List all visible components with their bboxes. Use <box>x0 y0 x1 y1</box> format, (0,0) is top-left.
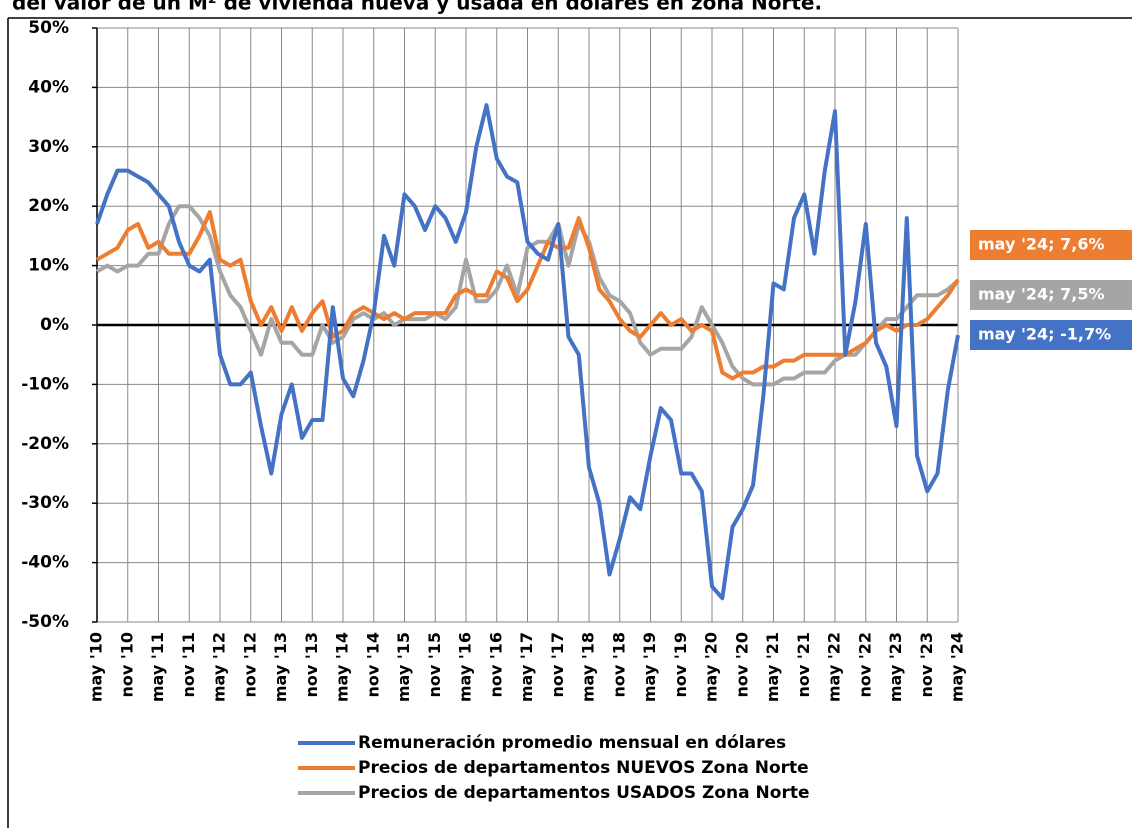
end-label-box <box>970 280 1132 310</box>
x-tick-label: nov '15 <box>425 632 444 698</box>
y-tick-label: 20% <box>28 196 69 216</box>
x-tick-label: may '22 <box>825 632 844 702</box>
y-tick-label: -50% <box>21 612 69 632</box>
y-tick-label: 30% <box>28 137 69 157</box>
x-tick-label: nov '12 <box>240 632 259 698</box>
x-tick-label: may '13 <box>271 632 290 702</box>
x-tick-label: may '20 <box>702 632 721 702</box>
x-tick-label: nov '17 <box>548 632 567 698</box>
x-tick-label: may '23 <box>886 632 905 702</box>
y-tick-label: 10% <box>28 256 69 276</box>
x-tick-label: nov '20 <box>732 632 751 698</box>
series-line <box>95 210 960 381</box>
series-line <box>96 204 960 387</box>
end-label: may '24; 7,5% <box>978 285 1104 304</box>
x-tick-label: may '21 <box>763 632 782 702</box>
y-tick-label: 40% <box>28 77 69 97</box>
x-tick-label: may '19 <box>640 632 659 702</box>
chart-title: del valor de un M² de vivienda nueva y u… <box>12 0 822 15</box>
legend-label: Remuneración promedio mensual en dólares <box>358 733 786 753</box>
x-tick-label: nov '11 <box>179 632 198 698</box>
y-tick-label: -10% <box>21 374 69 394</box>
y-tick-label: 50% <box>28 18 69 38</box>
x-tick-label: nov '18 <box>609 632 628 698</box>
x-tick-label: nov '13 <box>302 632 321 698</box>
x-tick-label: may '11 <box>148 632 167 702</box>
x-tick-label: nov '16 <box>486 632 505 698</box>
x-tick-label: may '15 <box>394 632 413 702</box>
legend-label: Precios de departamentos NUEVOS Zona Nor… <box>358 758 809 778</box>
x-tick-label: may '24 <box>948 632 967 702</box>
legend-label: Precios de departamentos USADOS Zona Nor… <box>358 783 810 803</box>
y-tick-label: -40% <box>21 553 69 573</box>
x-tick-label: nov '22 <box>855 632 874 698</box>
x-tick-label: may '16 <box>456 632 475 702</box>
x-tick-label: may '14 <box>333 632 352 702</box>
x-tick-label: may '17 <box>517 632 536 702</box>
y-tick-label: -30% <box>21 493 69 513</box>
x-tick-label: may '10 <box>87 632 106 702</box>
x-tick-label: nov '10 <box>117 632 136 698</box>
x-tick-label: nov '23 <box>917 632 936 698</box>
end-label: may '24; -1,7% <box>978 325 1111 344</box>
x-tick-label: nov '21 <box>794 632 813 698</box>
x-tick-label: nov '19 <box>671 632 690 698</box>
x-tick-label: may '18 <box>579 632 598 702</box>
x-tick-label: may '12 <box>210 632 229 702</box>
x-tick-label: nov '14 <box>363 632 382 698</box>
end-label-box <box>970 320 1132 350</box>
series-line <box>95 103 960 601</box>
end-label-box <box>970 230 1132 260</box>
end-label: may '24; 7,6% <box>978 235 1104 254</box>
y-tick-label: -20% <box>21 434 69 454</box>
y-tick-label: 0% <box>40 315 69 335</box>
